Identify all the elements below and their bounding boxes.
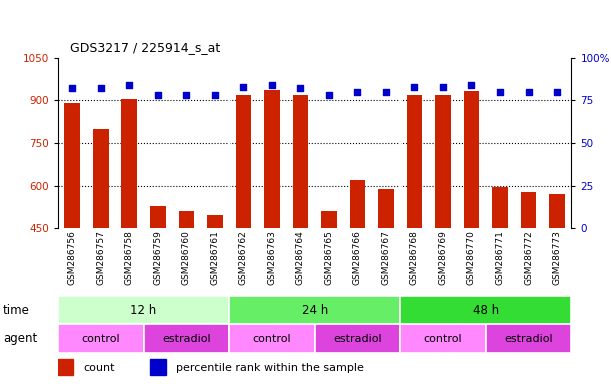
Text: estradiol: estradiol <box>162 334 211 344</box>
Text: 12 h: 12 h <box>131 304 156 316</box>
FancyBboxPatch shape <box>315 324 400 353</box>
Point <box>552 89 562 95</box>
Bar <box>178 211 194 228</box>
Point <box>524 89 533 95</box>
Point <box>181 92 191 98</box>
Text: control: control <box>423 334 463 344</box>
Text: GDS3217 / 225914_s_at: GDS3217 / 225914_s_at <box>70 41 221 54</box>
Bar <box>207 215 223 228</box>
Text: GSM286764: GSM286764 <box>296 230 305 285</box>
Point <box>409 84 419 90</box>
Bar <box>58 359 73 375</box>
Text: control: control <box>252 334 291 344</box>
FancyBboxPatch shape <box>400 296 571 324</box>
Point <box>238 84 248 90</box>
Text: GSM286762: GSM286762 <box>239 230 248 285</box>
Point <box>353 89 362 95</box>
FancyBboxPatch shape <box>400 324 486 353</box>
Text: GSM286773: GSM286773 <box>552 230 562 285</box>
FancyBboxPatch shape <box>229 324 315 353</box>
Bar <box>407 94 422 228</box>
FancyBboxPatch shape <box>58 324 144 353</box>
Point <box>267 82 277 88</box>
Text: time: time <box>3 304 30 316</box>
Point <box>153 92 163 98</box>
Bar <box>264 90 280 228</box>
Point <box>67 85 77 91</box>
Point <box>296 85 306 91</box>
Point <box>467 82 477 88</box>
Text: GSM286756: GSM286756 <box>68 230 77 285</box>
Point <box>438 84 448 90</box>
Bar <box>349 180 365 228</box>
Text: GSM286757: GSM286757 <box>97 230 105 285</box>
Text: GSM286771: GSM286771 <box>496 230 505 285</box>
Text: GSM286766: GSM286766 <box>353 230 362 285</box>
Text: GSM286772: GSM286772 <box>524 230 533 285</box>
Text: GSM286768: GSM286768 <box>410 230 419 285</box>
Bar <box>492 187 508 228</box>
Text: estradiol: estradiol <box>333 334 382 344</box>
Text: GSM286765: GSM286765 <box>324 230 334 285</box>
FancyBboxPatch shape <box>144 324 229 353</box>
FancyBboxPatch shape <box>229 296 400 324</box>
Bar <box>65 103 80 228</box>
Bar <box>293 94 309 228</box>
Bar <box>150 206 166 228</box>
Point <box>495 89 505 95</box>
Bar <box>435 94 451 228</box>
Text: GSM286769: GSM286769 <box>439 230 447 285</box>
Text: GSM286767: GSM286767 <box>381 230 390 285</box>
Text: GSM286763: GSM286763 <box>268 230 276 285</box>
FancyBboxPatch shape <box>486 324 571 353</box>
Text: GSM286759: GSM286759 <box>153 230 163 285</box>
Text: GSM286760: GSM286760 <box>182 230 191 285</box>
Point <box>125 82 134 88</box>
Text: 48 h: 48 h <box>473 304 499 316</box>
FancyBboxPatch shape <box>58 296 229 324</box>
Point <box>324 92 334 98</box>
Bar <box>378 189 394 228</box>
Text: percentile rank within the sample: percentile rank within the sample <box>176 362 364 373</box>
Point <box>96 85 106 91</box>
Text: GSM286758: GSM286758 <box>125 230 134 285</box>
Text: control: control <box>81 334 120 344</box>
Text: GSM286770: GSM286770 <box>467 230 476 285</box>
Bar <box>93 129 109 228</box>
Bar <box>150 359 166 375</box>
Bar <box>521 192 536 228</box>
Point <box>381 89 391 95</box>
Text: 24 h: 24 h <box>302 304 327 316</box>
Bar <box>549 194 565 228</box>
Bar <box>321 212 337 228</box>
Bar <box>464 91 480 228</box>
Point <box>210 92 220 98</box>
Bar <box>122 99 137 228</box>
Text: count: count <box>84 362 115 373</box>
Bar <box>236 94 251 228</box>
Text: GSM286761: GSM286761 <box>210 230 219 285</box>
Text: agent: agent <box>3 333 37 345</box>
Text: estradiol: estradiol <box>504 334 553 344</box>
